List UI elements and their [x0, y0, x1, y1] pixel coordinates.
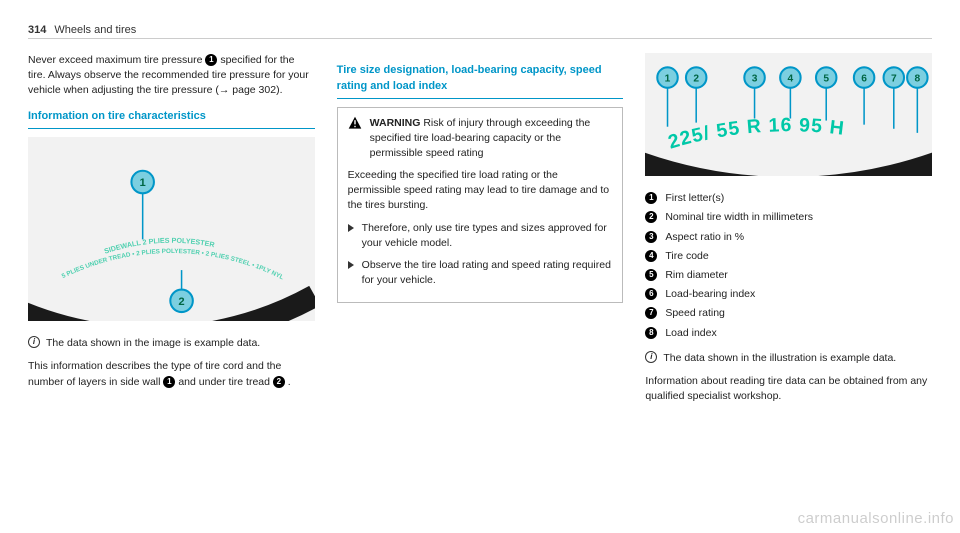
- column-1: Never exceed maximum tire pressure 1 spe…: [28, 53, 315, 412]
- column-3: 225/ 55 R 16 95 H 1 2 3 4 5 6 7 8 1First…: [645, 53, 932, 412]
- section-title-designation: Tire size designation, load-bearing capa…: [337, 63, 624, 99]
- columns: Never exceed maximum tire pressure 1 spe…: [28, 53, 932, 412]
- legend-item: 5Rim diameter: [645, 268, 932, 283]
- intro-paragraph: Never exceed maximum tire pressure 1 spe…: [28, 53, 315, 99]
- warning-bullet-2: Observe the tire load rating and speed r…: [348, 258, 613, 288]
- warning-body: Exceeding the specified tire load rating…: [348, 168, 613, 214]
- info-icon: i: [28, 336, 40, 348]
- svg-text:2: 2: [178, 295, 184, 307]
- page-header: 314 Wheels and tires: [28, 24, 932, 39]
- legend-item: 1First letter(s): [645, 191, 932, 206]
- watermark: carmanualsonline.info: [798, 510, 954, 527]
- warning-label: WARNING: [370, 117, 421, 129]
- bullet-icon: [348, 261, 354, 269]
- closing-paragraph: Information about reading tire data can …: [645, 374, 932, 404]
- warning-icon: [348, 116, 362, 130]
- svg-text:8: 8: [915, 74, 921, 85]
- svg-text:1: 1: [665, 74, 671, 85]
- warning-header: WARNING Risk of injury through exceeding…: [348, 116, 613, 162]
- arrow-icon: →: [219, 84, 230, 96]
- svg-text:1: 1: [140, 177, 146, 189]
- svg-text:2: 2: [694, 74, 700, 85]
- svg-text:5: 5: [824, 74, 830, 85]
- legend-item: 8Load index: [645, 326, 932, 341]
- characteristics-paragraph: This information describes the type of t…: [28, 359, 315, 389]
- legend-item: 3Aspect ratio in %: [645, 230, 932, 245]
- tread-badge: 2: [273, 376, 285, 388]
- pressure-marker-badge: 1: [205, 54, 217, 66]
- svg-text:4: 4: [788, 74, 794, 85]
- info-note: i The data shown in the image is example…: [28, 336, 315, 351]
- legend-item: 7Speed rating: [645, 306, 932, 321]
- column-2: Tire size designation, load-bearing capa…: [337, 53, 624, 412]
- warning-box: WARNING Risk of injury through exceeding…: [337, 107, 624, 303]
- page-number: 314: [28, 24, 46, 36]
- chapter-title: Wheels and tires: [54, 24, 136, 36]
- tire-designation-figure: 225/ 55 R 16 95 H 1 2 3 4 5 6 7 8: [645, 53, 932, 176]
- legend-item: 2Nominal tire width in millimeters: [645, 210, 932, 225]
- bullet-icon: [348, 224, 354, 232]
- svg-text:7: 7: [891, 74, 897, 85]
- sidewall-badge: 1: [163, 376, 175, 388]
- warning-bullet-1: Therefore, only use tire types and sizes…: [348, 221, 613, 251]
- page: 314 Wheels and tires Never exceed maximu…: [0, 0, 960, 424]
- legend-list: 1First letter(s) 2Nominal tire width in …: [645, 191, 932, 341]
- info-note-2: i The data shown in the illustration is …: [645, 351, 932, 366]
- svg-text:6: 6: [862, 74, 868, 85]
- svg-text:3: 3: [752, 74, 758, 85]
- tire-characteristics-figure: SIDEWALL 2 PLIES POLYESTER 5 PLIES UNDER…: [28, 137, 315, 321]
- legend-item: 4Tire code: [645, 249, 932, 264]
- info-icon: i: [645, 351, 657, 363]
- legend-item: 6Load-bearing index: [645, 287, 932, 302]
- section-title-characteristics: Information on tire characteristics: [28, 109, 315, 129]
